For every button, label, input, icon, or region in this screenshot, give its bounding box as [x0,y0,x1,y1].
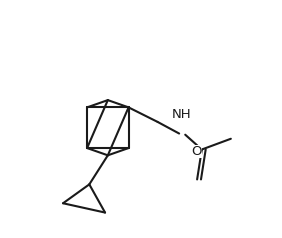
Text: NH: NH [172,108,192,121]
Text: O: O [191,144,202,158]
